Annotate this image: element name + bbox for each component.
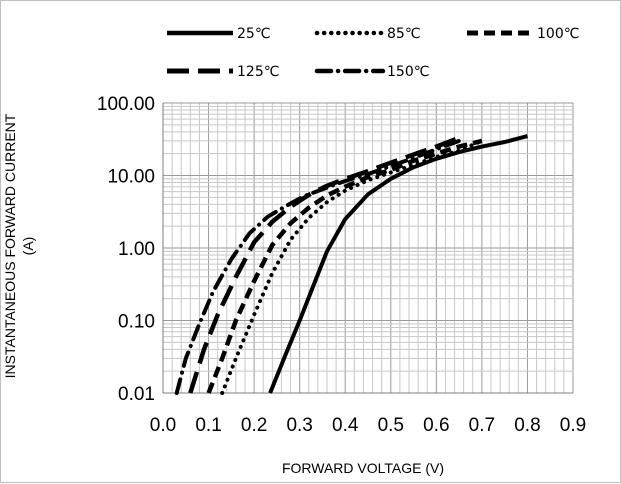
- series-group: [174, 134, 528, 395]
- x-tick-label: 0.3: [286, 415, 312, 436]
- series-line-dotted: [220, 138, 484, 395]
- legend-label: 100℃: [537, 26, 579, 42]
- tick-labels: 0.0 0.1 0.2 0.3 0.4 0.5 0.6 0.7 0.8 0.9 0.01 0.10 1.…: [97, 94, 586, 436]
- y-axis-title: INSTANTANEOUS FORWARD CURRENT (A): [2, 113, 36, 378]
- x-tick-label: 0.4: [332, 415, 359, 436]
- y-tick-label: 0.10: [118, 312, 155, 333]
- legend-label: 150℃: [387, 64, 429, 80]
- x-tick-label: 0.9: [560, 415, 586, 436]
- y-tick-label: 1.00: [118, 239, 155, 260]
- legend: 25℃ 85℃ 100℃ 125℃ 150℃: [167, 26, 579, 80]
- x-tick-label: 0.7: [469, 415, 495, 436]
- y-axis-title-line-2: (A): [20, 237, 36, 256]
- y-axis-title-line-1: INSTANTANEOUS FORWARD CURRENT: [2, 113, 18, 378]
- series-line-dash-dot: [174, 138, 462, 395]
- x-tick-label: 0.0: [150, 415, 176, 436]
- legend-label: 85℃: [387, 26, 421, 42]
- series-line-dashed: [206, 138, 483, 394]
- grid: [162, 102, 574, 394]
- series-line-solid: [268, 134, 528, 394]
- x-tick-label: 0.1: [195, 415, 221, 436]
- legend-label: 125℃: [237, 64, 279, 80]
- axes: [162, 103, 573, 394]
- y-tick-label: 0.01: [118, 384, 155, 405]
- x-tick-label: 0.5: [378, 415, 404, 436]
- y-tick-label: 10.00: [107, 167, 155, 188]
- series-line-long-dash: [188, 135, 460, 394]
- y-tick-label: 100.00: [97, 94, 155, 115]
- x-axis-title: FORWARD VOLTAGE (V): [282, 460, 444, 476]
- x-tick-label: 0.6: [423, 415, 449, 436]
- legend-label: 25℃: [237, 26, 271, 42]
- x-tick-label: 0.2: [241, 415, 267, 436]
- x-tick-label: 0.8: [514, 415, 540, 436]
